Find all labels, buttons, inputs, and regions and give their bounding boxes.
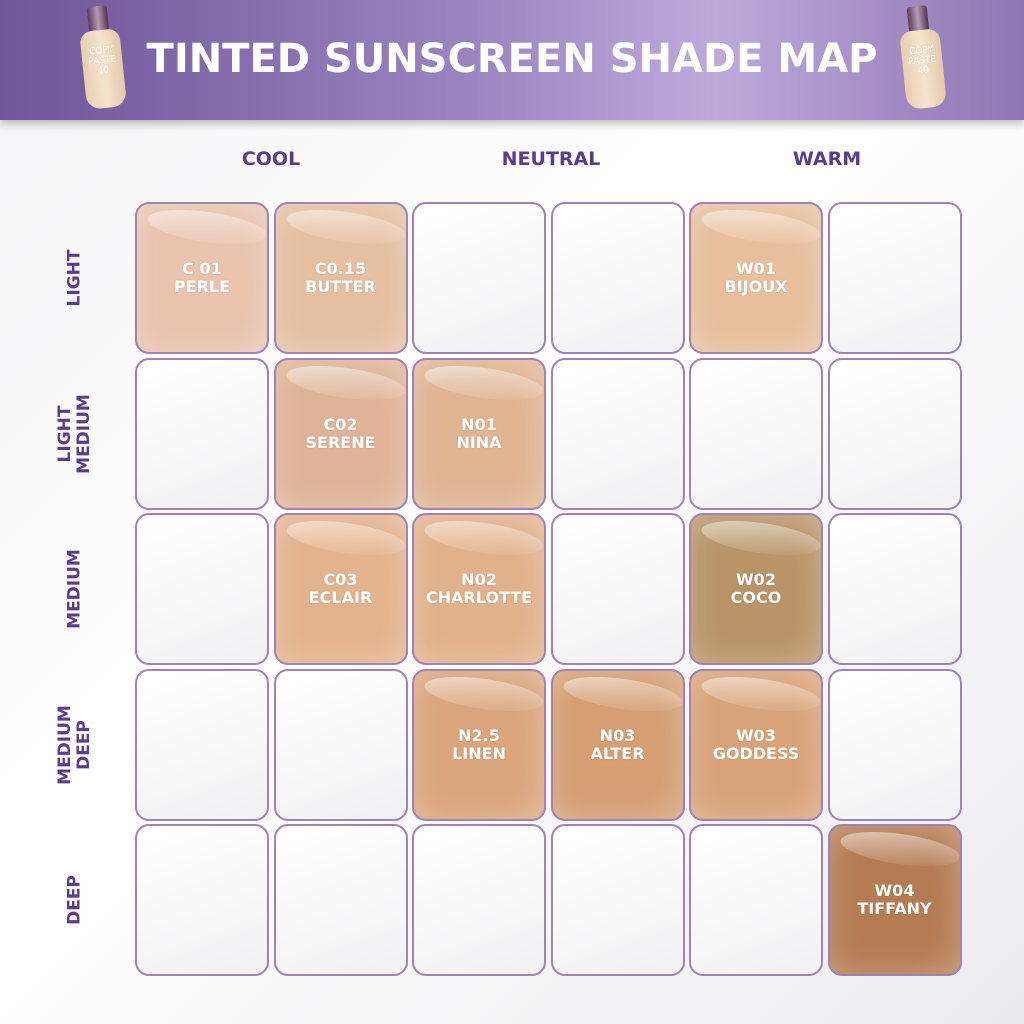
empty-cell (135, 824, 269, 976)
row-header: LIGHT MEDIUM (55, 393, 94, 474)
shade-swatch: N01 NINA (412, 357, 546, 510)
shade-label: N02 CHARLOTTE (425, 570, 533, 607)
row-header: LIGHT (64, 249, 85, 307)
empty-cell (827, 513, 962, 665)
shade-label: N2.5 LINEN (452, 725, 506, 763)
header-banner: COPY PASTE 40 TINTED SUNSCREEN SHADE MAP C… (0, 0, 1024, 120)
row-header: DEEP (64, 875, 85, 925)
row-header: MEDIUM (64, 549, 85, 629)
shade-swatch: W01 BIJOUX (689, 202, 823, 354)
shade-label: C 01 PERLE (173, 259, 231, 296)
shade-swatch: N03 ALTER (550, 668, 685, 821)
page-title: TINTED SUNSCREEN SHADE MAP (146, 36, 878, 82)
product-bottle-image: COPY PASTE 40 (897, 4, 948, 112)
shade-swatch: W02 COCO (689, 513, 823, 665)
shade-swatch: C03 ECLAIR (273, 513, 408, 665)
shade-swatch: C02 SERENE (273, 357, 408, 510)
empty-cell (689, 357, 823, 510)
shade-swatch: N2.5 LINEN (412, 668, 546, 821)
empty-cell (412, 202, 546, 354)
row-header: MEDIUM DEEP (55, 704, 94, 785)
empty-cell (689, 824, 823, 976)
empty-cell (827, 668, 962, 821)
shade-label: N01 NINA (456, 414, 502, 452)
shade-label: C03 ECLAIR (308, 570, 373, 607)
empty-cell (273, 824, 408, 976)
shade-label: N03 ALTER (590, 725, 645, 763)
shade-swatch: W03 GODDESS (689, 668, 823, 821)
shade-swatch: C 01 PERLE (135, 202, 269, 354)
empty-cell (550, 824, 685, 976)
shade-label: W01 BIJOUX (724, 259, 788, 296)
shade-swatch: N02 CHARLOTTE (412, 513, 546, 665)
shade-label: C0.15 BUTTER (305, 259, 376, 296)
empty-cell (827, 202, 962, 354)
empty-cell (135, 357, 269, 510)
empty-cell (135, 668, 269, 821)
shade-swatch: W04 TIFFANY (827, 824, 962, 976)
shade-swatch: C0.15 BUTTER (273, 202, 408, 354)
empty-cell (827, 357, 962, 510)
empty-cell (273, 668, 408, 821)
shade-label: W02 COCO (730, 570, 782, 607)
shade-label: W04 TIFFANY (857, 881, 932, 918)
shade-label: W03 GODDESS (712, 725, 800, 763)
shade-label: C02 SERENE (305, 414, 376, 452)
column-header-neutral: NEUTRAL (501, 148, 601, 170)
empty-cell (412, 824, 546, 976)
empty-cell (550, 513, 685, 665)
empty-cell (550, 202, 685, 354)
empty-cell (135, 513, 269, 665)
column-header-cool: COOL (241, 148, 301, 170)
empty-cell (550, 357, 685, 510)
column-header-warm: WARM (792, 148, 862, 170)
